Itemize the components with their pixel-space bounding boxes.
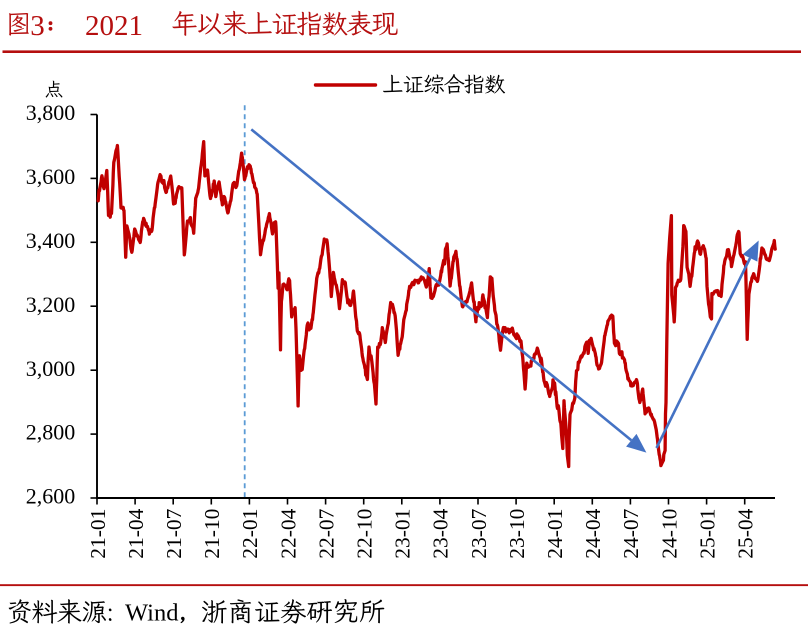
svg-text:24-04: 24-04: [581, 508, 605, 558]
svg-text:3,000: 3,000: [26, 356, 76, 381]
svg-text:3,600: 3,600: [26, 164, 76, 189]
svg-text:21-10: 21-10: [200, 509, 224, 559]
svg-text:3,200: 3,200: [26, 292, 76, 317]
svg-text:21-04: 21-04: [124, 508, 148, 558]
svg-text:25-01: 25-01: [695, 509, 719, 559]
svg-text:21-07: 21-07: [162, 508, 186, 558]
svg-text:3: 3: [30, 10, 45, 42]
svg-text:3,400: 3,400: [26, 228, 76, 253]
svg-text:Wind: Wind: [125, 600, 178, 627]
svg-text:21-01: 21-01: [86, 509, 110, 559]
svg-text:23-04: 23-04: [429, 508, 453, 558]
svg-text:23-07: 23-07: [467, 508, 491, 558]
svg-text:3,800: 3,800: [26, 100, 76, 125]
svg-text:24-07: 24-07: [619, 508, 643, 558]
svg-text:2021: 2021: [85, 10, 143, 42]
svg-text:22-07: 22-07: [314, 508, 338, 558]
svg-text:24-10: 24-10: [657, 509, 681, 559]
svg-text:25-04: 25-04: [734, 508, 758, 558]
svg-text:2,800: 2,800: [26, 420, 76, 445]
svg-text:22-01: 22-01: [238, 509, 262, 559]
svg-text:24-01: 24-01: [543, 509, 567, 559]
svg-text:22-10: 22-10: [353, 509, 377, 559]
svg-text:23-10: 23-10: [505, 509, 529, 559]
svg-text:23-01: 23-01: [391, 509, 415, 559]
svg-text:2,600: 2,600: [26, 484, 76, 509]
svg-text:22-04: 22-04: [276, 508, 300, 558]
